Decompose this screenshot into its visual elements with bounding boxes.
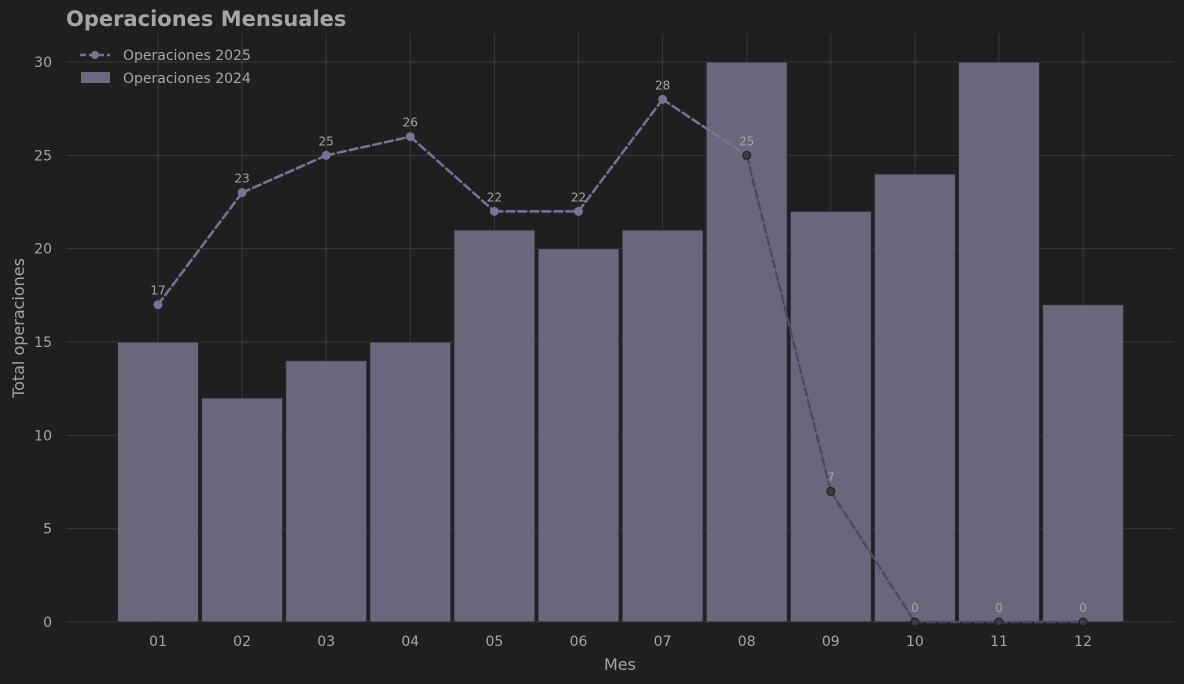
data-label-05: 22 [487, 190, 502, 204]
y-tick-label: 30 [34, 55, 52, 71]
legend-bar-swatch [81, 72, 110, 83]
bar-09 [789, 210, 872, 623]
y-tick-label: 15 [34, 335, 52, 351]
line-point-02 [237, 188, 247, 198]
bar-series-2024 [117, 61, 1125, 623]
data-labels: 17 23 25 26 22 22 28 25 7 0 0 0 [150, 78, 1087, 615]
line-point-08 [742, 150, 752, 160]
bar-01 [117, 341, 199, 623]
legend-label-2024: Operaciones 2024 [123, 71, 251, 87]
bar-06 [537, 248, 620, 623]
legend-line-marker [91, 51, 99, 59]
y-tick-label: 10 [34, 428, 52, 444]
x-axis-title: Mes [604, 655, 636, 674]
line-point-06 [574, 206, 583, 216]
line-segment [409, 135, 496, 213]
data-label-12: 0 [1079, 601, 1087, 615]
line-point-09 [826, 486, 836, 496]
line-point-01 [153, 300, 163, 310]
x-tick-label: 07 [654, 634, 672, 650]
bar-02 [201, 397, 284, 623]
data-label-06: 22 [571, 190, 586, 204]
y-axis-title: Total operaciones [9, 258, 28, 399]
line-point-12 [1078, 617, 1088, 627]
line-point-07 [658, 94, 668, 104]
line-segment [577, 98, 664, 213]
data-label-01: 17 [150, 284, 165, 298]
bar-03 [285, 360, 368, 623]
x-tick-label: 06 [570, 634, 588, 650]
chart-title: Operaciones Mensuales [66, 7, 346, 31]
bar-10 [873, 173, 956, 623]
legend-label-2025: Operaciones 2025 [123, 48, 251, 64]
line-segment [156, 191, 244, 306]
x-tick-label: 01 [149, 634, 167, 650]
line-segment [745, 154, 833, 493]
data-label-08: 25 [739, 134, 754, 148]
bar-05 [453, 229, 536, 623]
x-tick-label: 12 [1074, 634, 1092, 650]
data-label-02: 23 [234, 172, 249, 186]
line-segment [829, 490, 917, 624]
y-tick-label: 25 [34, 148, 52, 164]
line-point-03 [321, 150, 331, 160]
line-segment [240, 154, 328, 194]
y-tick-label: 0 [43, 615, 52, 631]
line-point-05 [489, 206, 499, 216]
y-tick-label: 20 [34, 242, 52, 258]
data-label-07: 28 [655, 78, 670, 92]
data-label-09: 7 [827, 470, 835, 484]
line-point-10 [910, 617, 920, 627]
x-tick-label: 03 [317, 634, 335, 650]
line-series-2025 [153, 94, 1088, 627]
line-segment [661, 98, 748, 157]
x-tick-label: 11 [990, 634, 1008, 650]
x-tick-label: 02 [233, 634, 251, 650]
x-tick-label: 10 [906, 634, 924, 650]
bar-04 [369, 341, 452, 623]
x-tick-label: 05 [485, 634, 503, 650]
bar-11 [958, 61, 1040, 623]
legend: Operaciones 2025 Operaciones 2024 [80, 48, 251, 87]
line-segment [324, 135, 412, 157]
line-point-04 [405, 132, 415, 142]
x-tick-label: 04 [401, 634, 419, 650]
data-label-03: 25 [319, 134, 334, 148]
x-tick-label: 08 [738, 634, 756, 650]
bar-07 [621, 229, 704, 623]
line-point-11 [994, 617, 1004, 627]
bar-12 [1042, 304, 1125, 623]
y-tick-label: 5 [43, 522, 52, 538]
x-tick-label: 09 [822, 634, 840, 650]
data-label-10: 0 [911, 601, 919, 615]
data-label-11: 0 [995, 601, 1003, 615]
data-label-04: 26 [403, 116, 418, 130]
